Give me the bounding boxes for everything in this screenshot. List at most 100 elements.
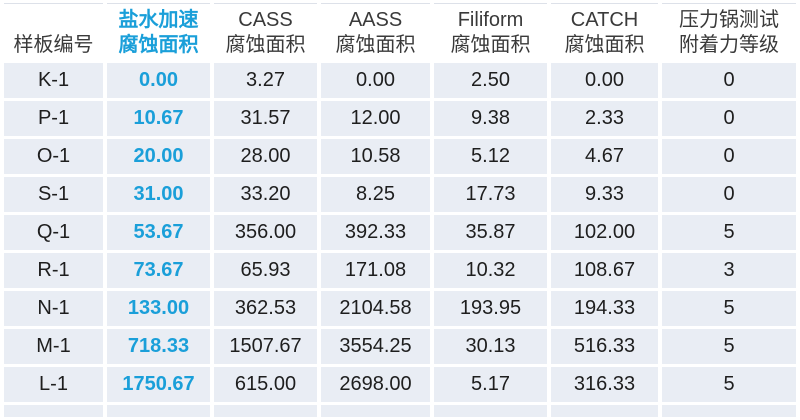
header-line: 腐蚀面积 <box>118 34 199 56</box>
clipped-cell <box>434 405 547 417</box>
value-cell: 0.00 <box>107 63 210 98</box>
header-line: 腐蚀面积 <box>564 34 645 56</box>
clipped-cell <box>4 405 103 417</box>
value-cell: 102.00 <box>551 215 658 250</box>
value-cell: 193.95 <box>434 291 547 326</box>
value-cell: 316.33 <box>551 367 658 402</box>
value-cell: 516.33 <box>551 329 658 364</box>
header-line: CATCH <box>570 9 639 31</box>
sample-id-cell: N-1 <box>4 291 103 326</box>
table-row: P-1 10.67 31.57 12.00 9.38 2.33 0 <box>4 101 796 136</box>
value-cell: 4.67 <box>551 139 658 174</box>
column-header-cass: CASS 腐蚀面积 <box>214 3 317 60</box>
header-line: 压力锅测试 <box>679 9 779 31</box>
value-cell: 0 <box>662 139 796 174</box>
column-header-sample-id: 样板编号 <box>4 3 103 60</box>
table-row: K-1 0.00 3.27 0.00 2.50 0.00 0 <box>4 63 796 98</box>
value-cell: 5 <box>662 367 796 402</box>
value-cell: 2104.58 <box>321 291 430 326</box>
sample-id-cell: M-1 <box>4 329 103 364</box>
table-row: S-1 31.00 33.20 8.25 17.73 9.33 0 <box>4 177 796 212</box>
header-line: 腐蚀面积 <box>335 34 416 56</box>
header-line: 样板编号 <box>13 34 94 56</box>
value-cell: 5.17 <box>434 367 547 402</box>
value-cell: 133.00 <box>107 291 210 326</box>
value-cell: 3 <box>662 253 796 288</box>
value-cell: 28.00 <box>214 139 317 174</box>
sample-id-cell: R-1 <box>4 253 103 288</box>
value-cell: 33.20 <box>214 177 317 212</box>
table-row: R-1 73.67 65.93 171.08 10.32 108.67 3 <box>4 253 796 288</box>
value-cell: 8.25 <box>321 177 430 212</box>
sample-id-cell: Q-1 <box>4 215 103 250</box>
column-header-aass: AASS 腐蚀面积 <box>321 3 430 60</box>
column-header-filiform: Filiform 腐蚀面积 <box>434 3 547 60</box>
table-row: L-1 1750.67 615.00 2698.00 5.17 316.33 5 <box>4 367 796 402</box>
header-line: 腐蚀面积 <box>450 34 531 56</box>
value-cell: 2.33 <box>551 101 658 136</box>
header-line: CASS <box>238 9 293 31</box>
table-row: Q-1 53.67 356.00 392.33 35.87 102.00 5 <box>4 215 796 250</box>
clipped-cell <box>107 405 210 417</box>
value-cell: 10.67 <box>107 101 210 136</box>
value-cell: 2.50 <box>434 63 547 98</box>
value-cell: 5 <box>662 329 796 364</box>
value-cell: 3.27 <box>214 63 317 98</box>
value-cell: 9.33 <box>551 177 658 212</box>
value-cell: 10.58 <box>321 139 430 174</box>
value-cell: 615.00 <box>214 367 317 402</box>
value-cell: 0 <box>662 101 796 136</box>
clipped-cell <box>662 405 796 417</box>
value-cell: 1507.67 <box>214 329 317 364</box>
value-cell: 5.12 <box>434 139 547 174</box>
column-header-pressure-cooker: 压力锅测试附着力等级 <box>662 3 796 60</box>
header-line: 盐水加速 <box>118 9 199 31</box>
sample-id-cell: L-1 <box>4 367 103 402</box>
column-header-catch: CATCH 腐蚀面积 <box>551 3 658 60</box>
value-cell: 0 <box>662 63 796 98</box>
value-cell: 362.53 <box>214 291 317 326</box>
clipped-cell <box>214 405 317 417</box>
value-cell: 194.33 <box>551 291 658 326</box>
value-cell: 35.87 <box>434 215 547 250</box>
value-cell: 0 <box>662 177 796 212</box>
value-cell: 3554.25 <box>321 329 430 364</box>
column-header-salt-accelerated: 盐水加速 腐蚀面积 <box>107 3 210 60</box>
header-line: Filiform <box>457 9 524 31</box>
value-cell: 5 <box>662 215 796 250</box>
value-cell: 65.93 <box>214 253 317 288</box>
value-cell: 31.00 <box>107 177 210 212</box>
value-cell: 30.13 <box>434 329 547 364</box>
header-line: AASS <box>348 9 403 31</box>
header-line: 附着力等级 <box>679 34 779 56</box>
value-cell: 2698.00 <box>321 367 430 402</box>
sample-id-cell: P-1 <box>4 101 103 136</box>
clipped-cell <box>321 405 430 417</box>
sample-id-cell: O-1 <box>4 139 103 174</box>
value-cell: 53.67 <box>107 215 210 250</box>
value-cell: 108.67 <box>551 253 658 288</box>
value-cell: 0.00 <box>551 63 658 98</box>
value-cell: 9.38 <box>434 101 547 136</box>
sample-id-cell: K-1 <box>4 63 103 98</box>
header-row: 样板编号 盐水加速 腐蚀面积 CASS 腐蚀面积 AASS 腐蚀面积 Filiform 腐蚀面积… <box>4 3 796 60</box>
clipped-row <box>4 405 796 417</box>
value-cell: 0.00 <box>321 63 430 98</box>
value-cell: 12.00 <box>321 101 430 136</box>
value-cell: 20.00 <box>107 139 210 174</box>
value-cell: 392.33 <box>321 215 430 250</box>
value-cell: 73.67 <box>107 253 210 288</box>
table-row: M-1 718.33 1507.67 3554.25 30.13 516.33 5 <box>4 329 796 364</box>
header-line: 腐蚀面积 <box>225 34 306 56</box>
table-row: N-1 133.00 362.53 2104.58 193.95 194.33 5 <box>4 291 796 326</box>
value-cell: 1750.67 <box>107 367 210 402</box>
sample-id-cell: S-1 <box>4 177 103 212</box>
value-cell: 17.73 <box>434 177 547 212</box>
value-cell: 718.33 <box>107 329 210 364</box>
value-cell: 5 <box>662 291 796 326</box>
table-row: O-1 20.00 28.00 10.58 5.12 4.67 0 <box>4 139 796 174</box>
value-cell: 31.57 <box>214 101 317 136</box>
value-cell: 356.00 <box>214 215 317 250</box>
value-cell: 171.08 <box>321 253 430 288</box>
